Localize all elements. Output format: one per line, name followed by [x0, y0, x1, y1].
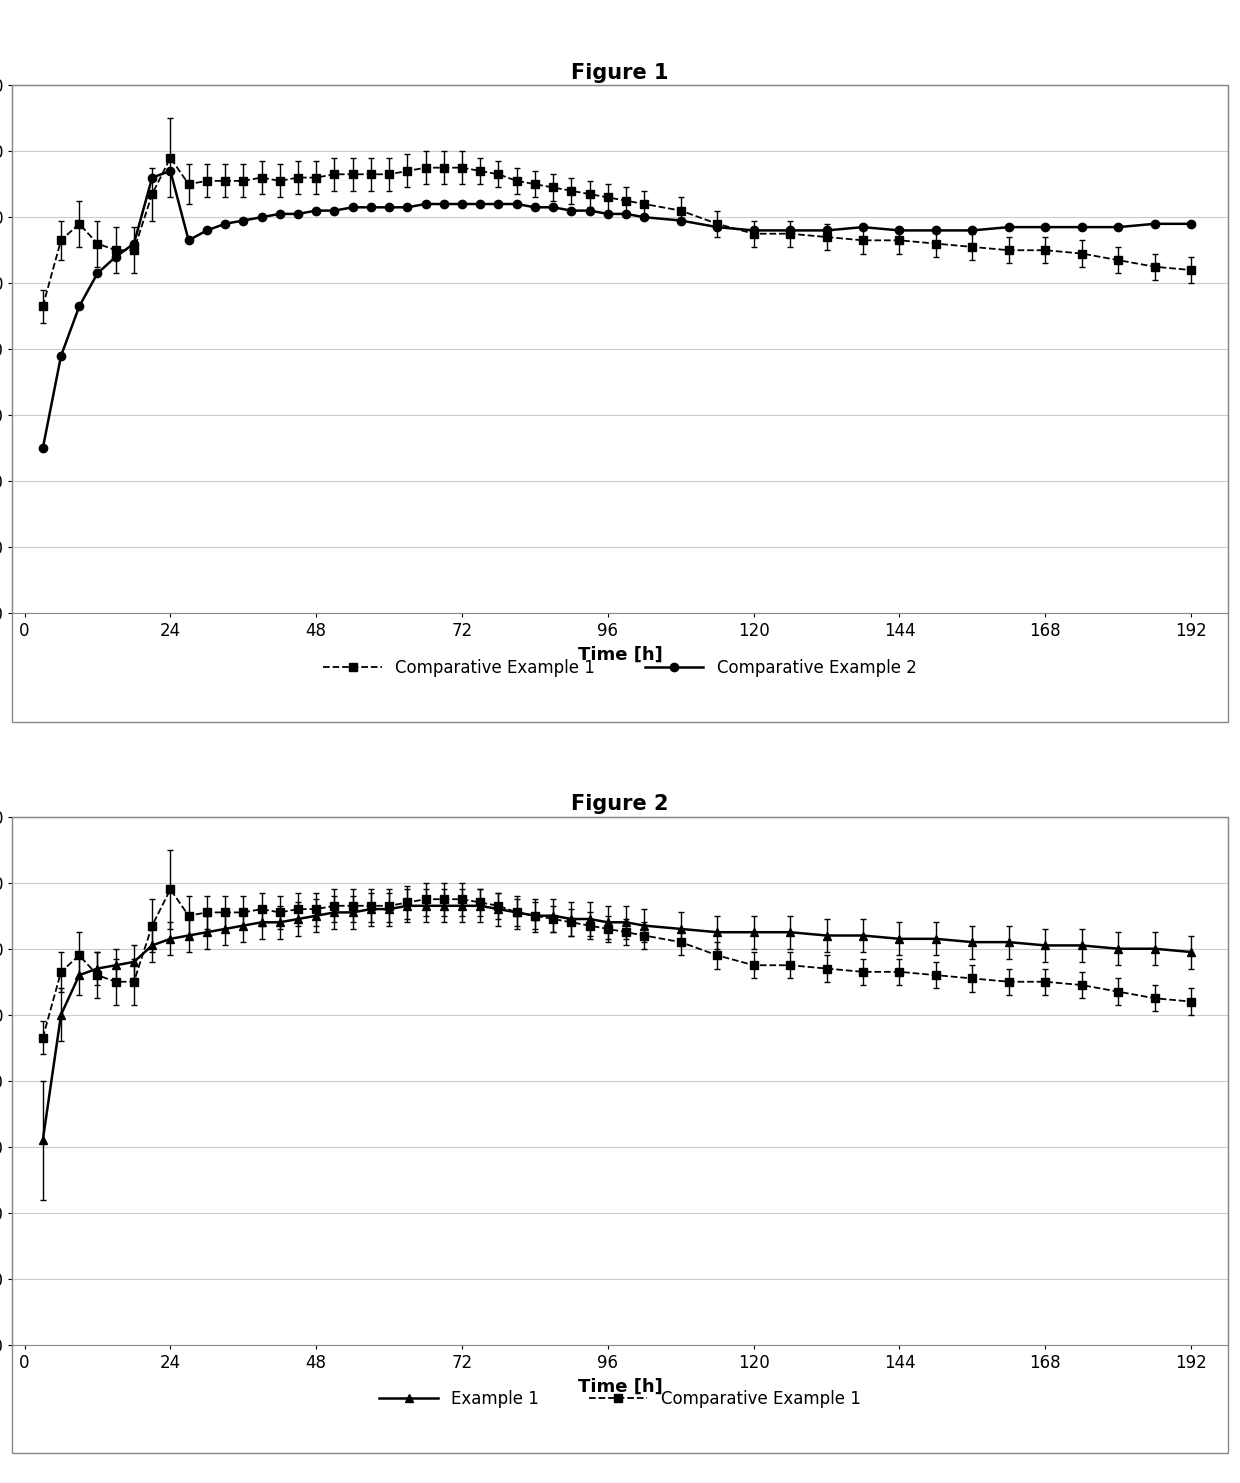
X-axis label: Time [h]: Time [h] — [578, 1378, 662, 1396]
Legend: Comparative Example 1, Comparative Example 2: Comparative Example 1, Comparative Examp… — [316, 653, 924, 684]
X-axis label: Time [h]: Time [h] — [578, 647, 662, 664]
Text: Figure 2: Figure 2 — [572, 795, 668, 814]
Text: Figure 1: Figure 1 — [572, 62, 668, 83]
Legend: Example 1, Comparative Example 1: Example 1, Comparative Example 1 — [373, 1384, 867, 1415]
